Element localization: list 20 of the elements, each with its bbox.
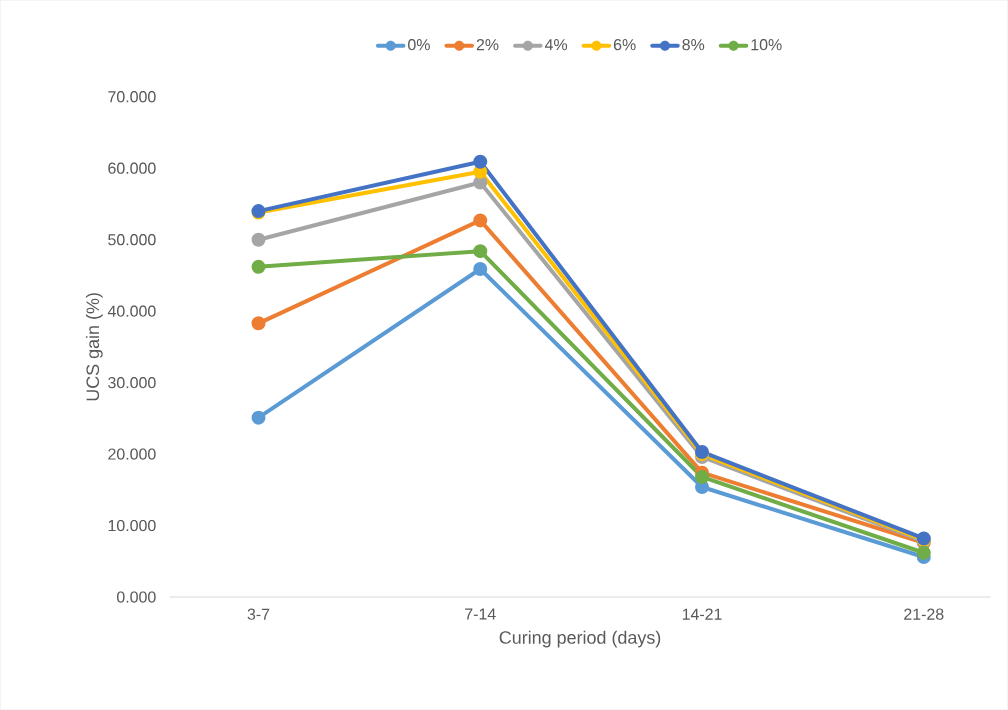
- legend-label: 10%: [751, 39, 782, 51]
- y-tick-label: 70.000: [108, 91, 156, 103]
- y-tick-label: 20.000: [108, 448, 156, 460]
- y-axis-title: UCS gain (%): [85, 293, 103, 401]
- legend-label: 4%: [544, 39, 568, 51]
- x-tick-label: 7-14: [465, 608, 496, 620]
- x-tick-label: 14-21: [682, 608, 722, 620]
- x-tick-label: 3-7: [247, 608, 270, 620]
- legend-label: 0%: [408, 39, 430, 51]
- legend-label: 8%: [682, 39, 705, 51]
- y-tick-label: 60.000: [108, 162, 156, 174]
- y-tick-label: 30.000: [108, 377, 156, 389]
- y-tick-label: 40.000: [107, 305, 156, 317]
- y-tick-label: 0.000: [117, 591, 156, 603]
- x-axis-title: Curing period (days): [499, 630, 661, 648]
- legend-label: 2%: [476, 39, 499, 51]
- x-tick-label: 21-28: [904, 608, 944, 620]
- y-tick-label: 10.000: [108, 520, 156, 532]
- legend-label: 6%: [613, 39, 636, 51]
- y-tick-label: 50.000: [108, 234, 156, 246]
